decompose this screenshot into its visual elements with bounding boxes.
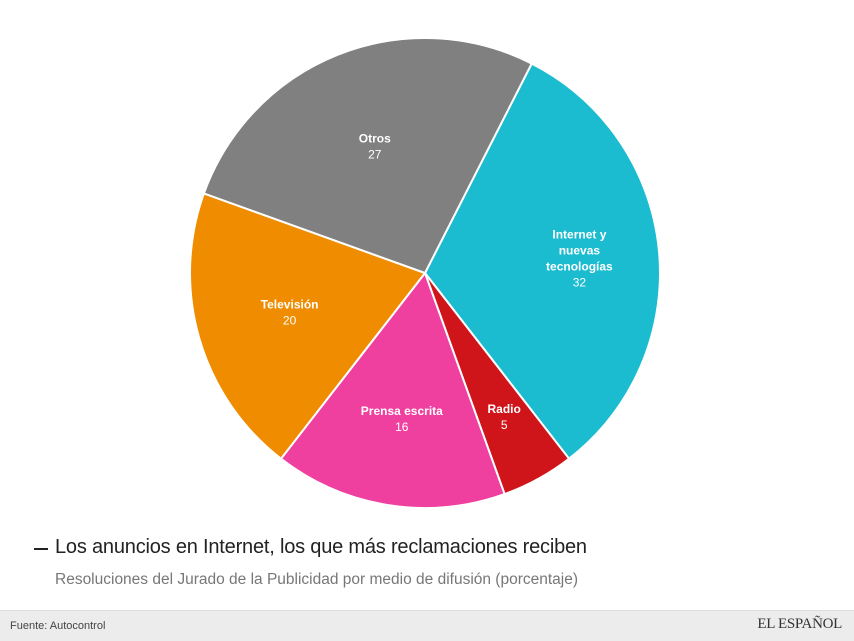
pie-labels: Internet y nuevas tecnologías 32 Radio 5 Prens…	[261, 131, 613, 434]
slice-label: Radio	[488, 402, 521, 416]
chart-title-row: Los anuncios en Internet, los que más re…	[34, 536, 587, 559]
slice-label: Otros	[359, 131, 391, 145]
slice-value: 32	[573, 275, 587, 289]
slice-value: 5	[501, 418, 508, 432]
slice-value: 20	[283, 313, 297, 327]
source-note: Fuente: Autocontrol	[10, 620, 106, 632]
title-dash	[34, 547, 48, 550]
pie-slices	[189, 36, 661, 509]
brand-logo: EL ESPAÑOL	[757, 616, 842, 632]
chart-title: Los anuncios en Internet, los que más re…	[55, 536, 587, 558]
pie-slice	[423, 62, 661, 461]
pie-slice	[279, 270, 506, 509]
pie-slice	[189, 192, 427, 461]
pie-chart: Internet y nuevas tecnologías 32 Radio 5 Prens…	[189, 36, 661, 509]
slice-label: Internet y nuevas tecnologías	[546, 227, 613, 273]
slice-value: 16	[395, 420, 409, 434]
slice-label: Prensa escrita	[361, 404, 443, 418]
footer-bar: Fuente: Autocontrol EL ESPAÑOL	[0, 610, 854, 641]
chart-subtitle: Resoluciones del Jurado de la Publicidad…	[55, 571, 579, 588]
slice-label: Televisión	[261, 297, 319, 311]
pie-slice	[202, 36, 534, 275]
slice-value: 27	[368, 147, 382, 161]
